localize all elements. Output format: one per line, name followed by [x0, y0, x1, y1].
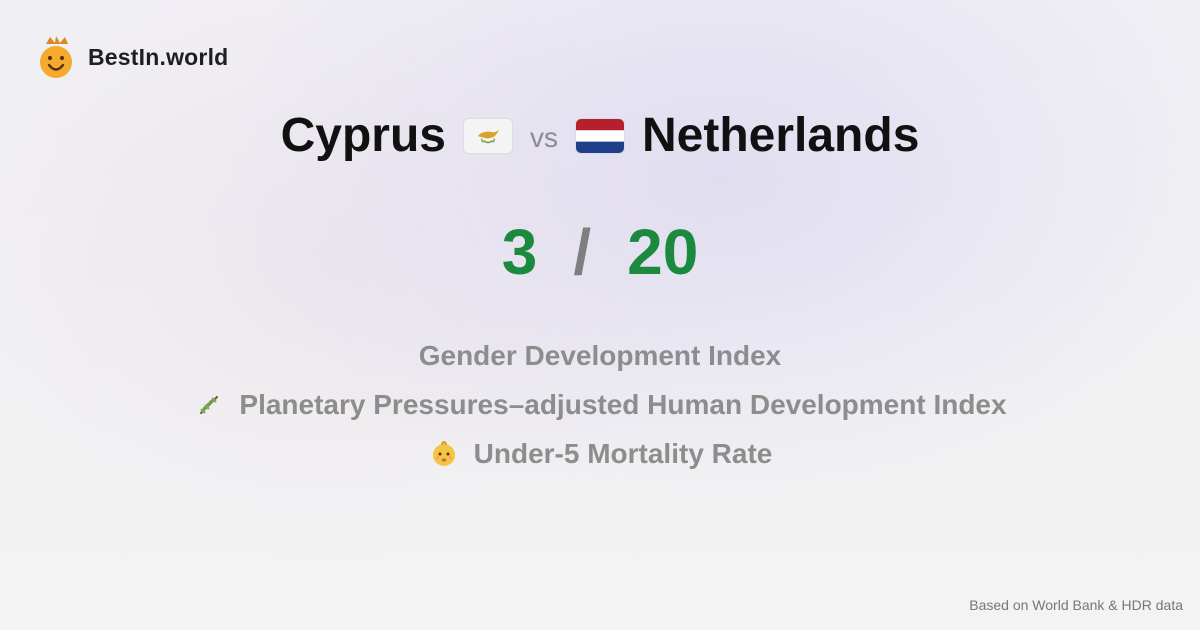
metric-item-under-5-mortality-rate: Under-5 Mortality Rate	[428, 438, 773, 470]
data-source-note: Based on World Bank & HDR data	[969, 597, 1183, 613]
netherlands-flag-icon	[575, 119, 624, 153]
metric-label: Gender Development Index	[418, 340, 782, 371]
metric-label: Planetary Pressures–adjusted Human Devel…	[239, 389, 1007, 420]
cyprus-flag-icon	[463, 119, 512, 153]
comparison-title: Cyprus vs Netherlands	[0, 112, 1200, 160]
right-score: 20	[627, 216, 699, 288]
left-country-name: Cyprus	[280, 109, 446, 162]
vs-label: vs	[529, 122, 558, 153]
brand[interactable]: BestIn.world	[38, 34, 228, 80]
metric-item-gender-development-index: Gender Development Index	[419, 340, 782, 372]
metrics-list: Gender Development Index Planetary Press…	[0, 340, 1200, 470]
baby-face-icon	[432, 441, 455, 466]
right-country-name: Netherlands	[641, 109, 920, 162]
score-separator: /	[573, 216, 592, 288]
score-row: 3 / 20	[0, 220, 1200, 284]
olive-branch-icon	[200, 395, 219, 415]
metric-item-planetary-pressures-hdi: Planetary Pressures–adjusted Human Devel…	[193, 389, 1007, 421]
smiling-crowned-face-icon	[40, 36, 72, 78]
brand-name: BestIn.world	[88, 43, 229, 70]
metric-label: Under-5 Mortality Rate	[473, 438, 773, 469]
left-score: 3	[501, 216, 538, 288]
